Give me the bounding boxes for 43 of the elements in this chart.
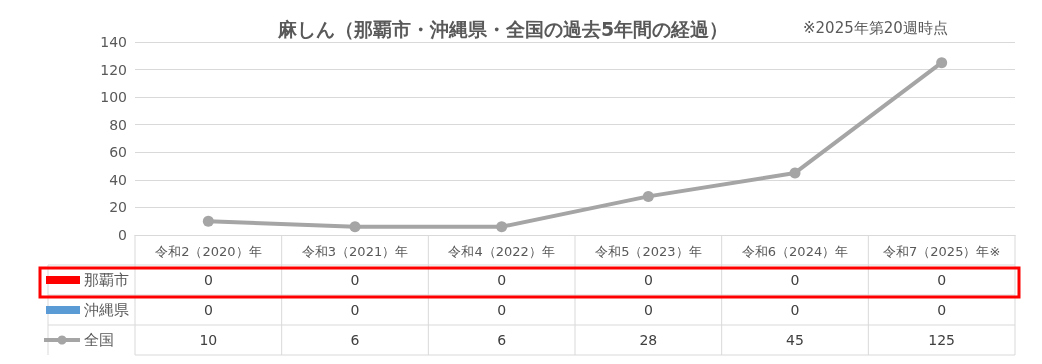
data-label: 0 <box>203 302 213 318</box>
data-label: 6 <box>350 332 360 348</box>
data-label: 0 <box>937 302 947 318</box>
point <box>202 215 214 227</box>
data-label: 0 <box>643 302 653 318</box>
y-tick-label: 120 <box>100 61 127 78</box>
x-tick-label: 令和4（2022）年 <box>448 244 555 259</box>
data-label: 28 <box>639 332 658 348</box>
legend-label: 全国 <box>84 331 114 349</box>
x-tick-label: 令和3（2021）年 <box>301 244 409 259</box>
point <box>496 221 508 233</box>
y-tick-label: 100 <box>100 89 127 106</box>
y-tick-label: 0 <box>118 227 127 243</box>
data-label: 0 <box>497 272 507 288</box>
data-label: 0 <box>790 272 800 288</box>
data-label: 6 <box>497 332 507 348</box>
x-tick-label: 令和5（2023）年 <box>595 244 702 259</box>
y-tick-label: 40 <box>109 171 127 188</box>
data-label: 10 <box>199 332 218 348</box>
data-label: 45 <box>786 332 804 348</box>
x-tick-label: 令和2（2020）年 <box>155 244 262 259</box>
data-label: 0 <box>937 272 947 288</box>
data-label: 0 <box>350 272 360 288</box>
x-tick-label: 令和6（2024）年 <box>741 244 849 259</box>
legend-label: 沖縄県 <box>84 301 129 319</box>
point <box>789 167 801 179</box>
data-label: 0 <box>643 272 653 288</box>
data-label: 0 <box>497 302 507 318</box>
y-tick-label: 140 <box>100 34 127 50</box>
point <box>349 221 361 233</box>
data-label: 125 <box>928 332 956 348</box>
y-tick-label: 80 <box>109 116 127 133</box>
chart-title: 麻しん（那覇市・沖縄県・全国の過去5年間の経過） <box>276 17 729 40</box>
data-label: 0 <box>790 302 800 318</box>
text: ※2025年第20週時点 <box>803 19 948 37</box>
y-tick-label: 20 <box>109 199 127 216</box>
data-label: 0 <box>203 272 213 288</box>
point <box>642 190 654 202</box>
y-tick-label: 60 <box>109 144 127 161</box>
point <box>936 57 948 69</box>
data-label: 0 <box>350 302 360 318</box>
x-tick-label: 令和7（2025）年※ <box>883 244 1001 259</box>
legend-label: 那覇市 <box>84 271 129 289</box>
